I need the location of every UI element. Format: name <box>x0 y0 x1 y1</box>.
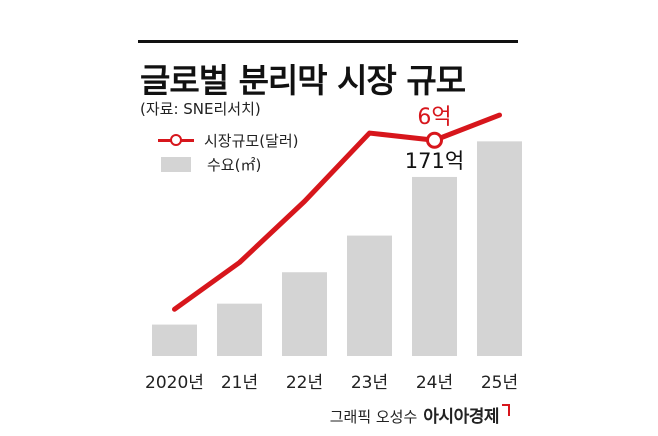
top-rule <box>138 40 518 43</box>
bar-3 <box>347 235 392 356</box>
highlight-point-marker <box>426 131 443 149</box>
legend: 시장규모(달러) 수요(㎡) <box>158 128 299 176</box>
bar-1 <box>217 303 262 356</box>
legend-item-market-size: 시장규모(달러) <box>158 128 299 152</box>
line-series-market-size <box>172 112 502 312</box>
brand-logo: 아시아경제 <box>423 407 499 427</box>
x-tick-label: 22년 <box>286 373 323 393</box>
credit-byline: 그래픽 오성수 <box>329 408 418 426</box>
x-tick-label: 21년 <box>221 373 258 393</box>
bar-4 <box>412 176 457 356</box>
x-tick-label: 2020년 <box>145 373 204 393</box>
bar-5 <box>477 141 522 356</box>
credit: 그래픽 오성수 아시아경제 <box>330 402 510 427</box>
line-marker-icon <box>158 134 194 146</box>
chart-title: 글로벌 분리막 시장 규모 <box>140 61 466 100</box>
legend-item-demand: 수요(㎡) <box>158 152 299 176</box>
brand-mark-icon <box>502 404 510 416</box>
data-label-market-size: 6억 <box>417 105 451 130</box>
bar-swatch-icon <box>161 156 191 172</box>
bar-0 <box>152 324 197 356</box>
bar-2 <box>282 272 327 356</box>
legend-label-demand: 수요(㎡) <box>207 155 262 174</box>
x-tick-label: 25년 <box>481 373 518 393</box>
source-note: (자료: SNE리서치) <box>140 100 261 118</box>
x-tick-label: 24년 <box>416 373 453 393</box>
legend-label-market-size: 시장규모(달러) <box>204 131 299 150</box>
data-label-demand: 171억 <box>405 149 464 173</box>
x-tick-label: 23년 <box>351 373 388 393</box>
